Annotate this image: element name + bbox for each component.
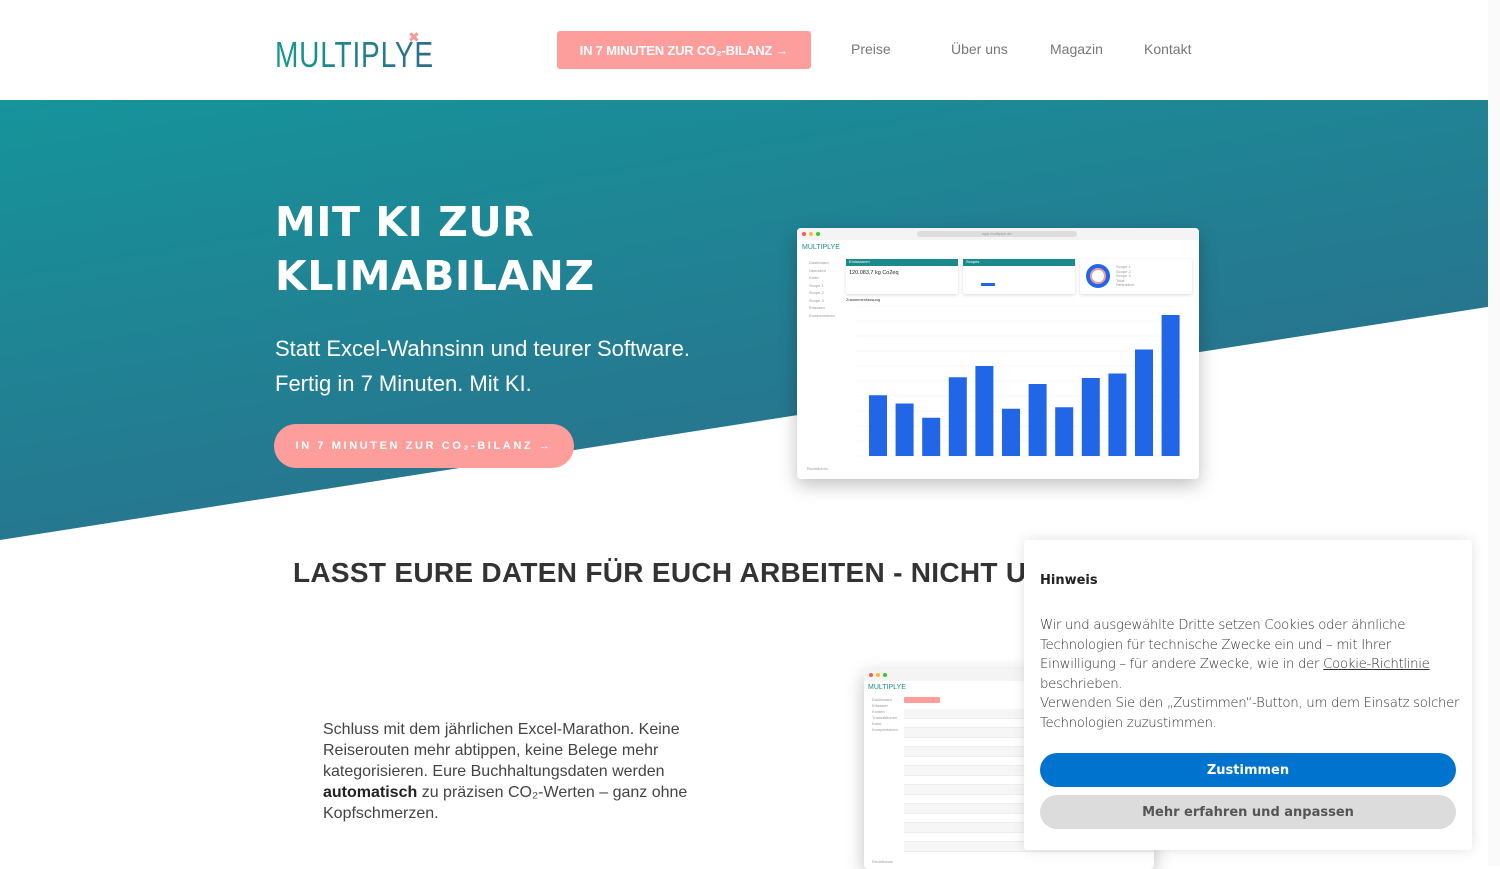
- nav-ueber-uns[interactable]: Über uns: [951, 41, 1008, 57]
- preview-legend-item: Scope 2: [1116, 268, 1131, 274]
- preview-url: app.multiplye.de: [917, 231, 1077, 237]
- section-title: LASST EURE DATEN FÜR EUCH ARBEITEN - NIC…: [293, 557, 1027, 588]
- preview-sidebar-item: Scope 3: [809, 297, 824, 303]
- section-text: Schluss mit dem jährlichen Excel-Maratho…: [323, 719, 703, 824]
- preview-legend-item: Scope 3: [1116, 273, 1131, 278]
- preview-sidebar-item: Erfassen: [872, 703, 888, 708]
- card-value: 120.083,7 kg Co2eq: [849, 270, 899, 276]
- preview-sidebar-item: Karte: [809, 275, 819, 280]
- preview-sidebar-item: Scope 2: [809, 290, 824, 295]
- text-bold: automatisch: [323, 784, 418, 801]
- learn-more-button[interactable]: Mehr erfahren und anpassen: [1040, 795, 1456, 829]
- hero-subtitle: Statt Excel-Wahnsinn und teurer Software…: [275, 336, 690, 396]
- preview-bar: [1161, 315, 1180, 456]
- hero-cta-button[interactable]: IN 7 MINUTEN ZUR CO₂-BILANZ →: [274, 424, 574, 468]
- text-part: zu präzisen CO₂-Werten – ganz ohne Kopfs…: [323, 784, 688, 822]
- preview-sidebar-item: Kompensieren: [872, 727, 898, 732]
- preview-legend-item: Reduktion: [1116, 282, 1135, 287]
- dashboard-preview-image: app.multiplye.de MULTIPLYE Dashboard Über…: [797, 228, 1199, 479]
- preview-bar: [1081, 378, 1100, 456]
- cookie-policy-link[interactable]: Cookie-Richtlinie: [1323, 657, 1430, 673]
- hero-title-line2: KLIMABILANZ: [275, 252, 595, 300]
- accept-button[interactable]: Zustimmen: [1040, 753, 1456, 787]
- preview-sidebar-item: Dashboard: [872, 697, 892, 702]
- cookie-text-1: Wir und ausgewählte Dritte setzen Cookie…: [1040, 618, 1406, 673]
- preview-emissions-card: Emissionen 120.083,7 kg Co2eq: [846, 259, 958, 294]
- preview-sidebar-item: Scope 1: [809, 282, 824, 288]
- logo[interactable]: MULTIPLYE: [275, 34, 434, 75]
- cookie-dialog: Hinweis Wir und ausgewählte Dritte setze…: [1024, 540, 1472, 850]
- text-part: Schluss mit dem jährlichen Excel-Maratho…: [323, 721, 680, 780]
- scrollbar[interactable]: [1488, 0, 1500, 866]
- logo-x-icon: ✖: [408, 30, 420, 46]
- hero-title-line1: MIT KI ZUR: [275, 198, 535, 246]
- preview-bar: [869, 395, 887, 456]
- hero-section: MIT KI ZUR KLIMABILANZ Statt Excel-Wahnsi…: [0, 100, 1500, 540]
- preview-bar: [948, 377, 967, 456]
- preview-bar: [1108, 373, 1127, 456]
- card-title: Emissionen: [846, 259, 958, 266]
- preview-bar: [1135, 349, 1153, 456]
- preview-footer-item: Rechtliches: [872, 859, 893, 864]
- nav-kontakt[interactable]: Kontakt: [1144, 41, 1192, 57]
- nav-preise[interactable]: Preise: [851, 41, 891, 57]
- preview-donut-card: Scope 1 Scope 2 Scope 3 Total Reduktion: [1080, 259, 1192, 294]
- preview-sidebar-item: Transaktionen: [872, 715, 898, 720]
- preview-scopes-card: Scopes: [963, 259, 1075, 294]
- preview-sidebar-item: Karte: [872, 721, 882, 726]
- preview-bar: [922, 417, 941, 456]
- card-title: Scopes: [963, 259, 1075, 266]
- preview-bar: [1002, 408, 1020, 456]
- preview-sidebar-item: Übersicht: [809, 267, 826, 273]
- cookie-text-2: beschrieben.: [1040, 676, 1123, 692]
- preview-sidebar-item: Erfassen: [809, 305, 825, 310]
- hero-title: MIT KI ZUR KLIMABILANZ: [275, 195, 595, 303]
- header-cta-button[interactable]: IN 7 MINUTEN ZUR CO₂-BILANZ →: [557, 31, 811, 69]
- cookie-text: Wir und ausgewählte Dritte setzen Cookie…: [1040, 616, 1465, 734]
- preview-bar: [975, 366, 994, 456]
- cookie-title: Hinweis: [1040, 573, 1098, 588]
- cookie-text-3: Verwenden Sie den „Zustimmen“-Button, um…: [1040, 696, 1460, 731]
- preview-sidebar-item: Dashboard: [809, 260, 829, 265]
- preview-bar-chart: [857, 306, 1182, 457]
- preview-sidebar-item: Konten: [872, 709, 885, 714]
- preview-legend-item: Total: [1116, 277, 1125, 283]
- preview-legend-item: Scope 1: [1116, 264, 1131, 269]
- preview-bar: [1055, 407, 1074, 456]
- preview-logo: MULTIPLYE: [868, 684, 906, 691]
- preview-bar: [895, 403, 914, 456]
- preview-sidebar-item: Kompensieren: [809, 312, 835, 318]
- preview-summary-label: Zusammenfassung: [846, 297, 881, 302]
- preview-footer-item: Rechtliches: [807, 466, 828, 471]
- nav-magazin[interactable]: Magazin: [1050, 41, 1103, 57]
- preview-logo: MULTIPLYE: [802, 244, 840, 251]
- preview-bar: [1028, 384, 1047, 456]
- site-header: MULTIPLYE ✖ IN 7 MINUTEN ZUR CO₂-BILANZ …: [0, 0, 1500, 100]
